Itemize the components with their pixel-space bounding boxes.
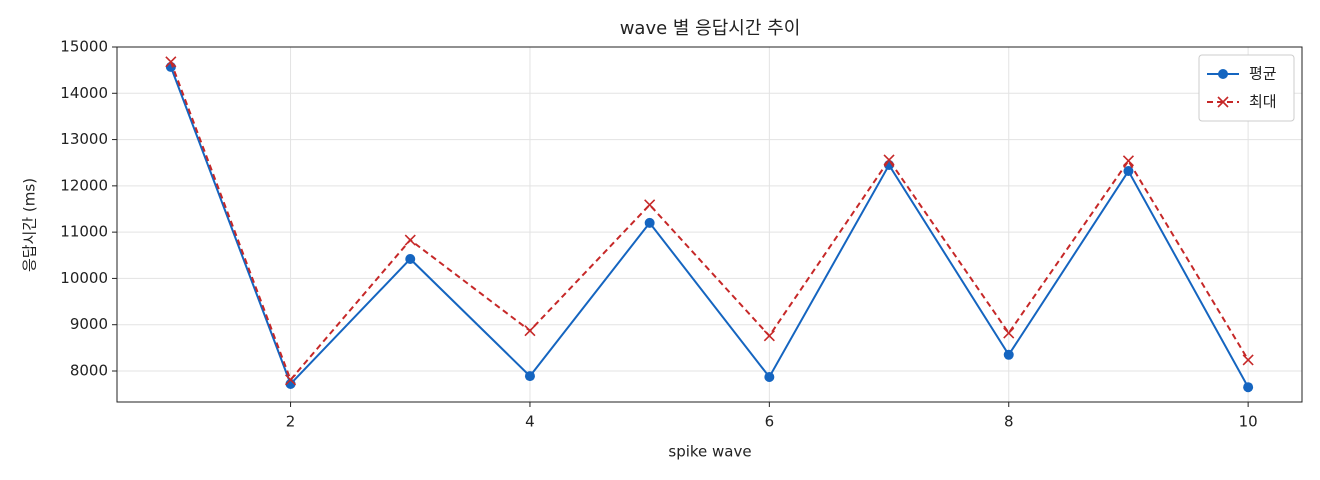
point [524, 371, 535, 382]
y-tick-label: 15000 [60, 38, 108, 56]
point [524, 325, 536, 337]
point [1242, 354, 1254, 366]
legend-marker [1217, 96, 1229, 108]
point [1003, 327, 1015, 339]
y-tick-label: 10000 [60, 269, 108, 287]
x-tick-label: 10 [1239, 413, 1258, 431]
point [644, 199, 656, 211]
point [644, 217, 655, 228]
x-tick-label: 8 [1004, 413, 1014, 431]
point [1123, 166, 1134, 177]
legend-box [1198, 54, 1295, 122]
point [404, 234, 416, 246]
series-line [169, 66, 1250, 388]
y-tick-label: 11000 [60, 223, 108, 241]
y-tick-label: 12000 [60, 176, 108, 194]
y-tick-label: 8000 [70, 361, 108, 379]
x-tick-label: 6 [765, 413, 775, 431]
point [883, 154, 895, 166]
legend-label: 최대 [1249, 93, 1277, 111]
point [1243, 382, 1254, 393]
point [1122, 155, 1135, 167]
point [764, 372, 775, 383]
y-tick-label: 14000 [60, 84, 108, 102]
y-tick-label: 9000 [70, 315, 108, 333]
x-axis-label: spike wave [668, 443, 751, 461]
series-line [169, 61, 1249, 382]
point [763, 330, 775, 342]
x-tick-label: 2 [286, 413, 296, 431]
x-tick-label: 4 [525, 413, 535, 431]
point [165, 56, 177, 68]
legend-label: 평균 [1249, 65, 1277, 83]
y-tick-label: 13000 [60, 130, 108, 148]
y-axis-label: 응답시간 (ms) [21, 178, 39, 272]
point [284, 374, 297, 386]
chart-title: wave 별 응답시간 추이 [620, 18, 801, 39]
legend-marker [1218, 69, 1228, 79]
point [1003, 349, 1014, 360]
plot-frame [116, 46, 1303, 403]
point [405, 253, 416, 264]
